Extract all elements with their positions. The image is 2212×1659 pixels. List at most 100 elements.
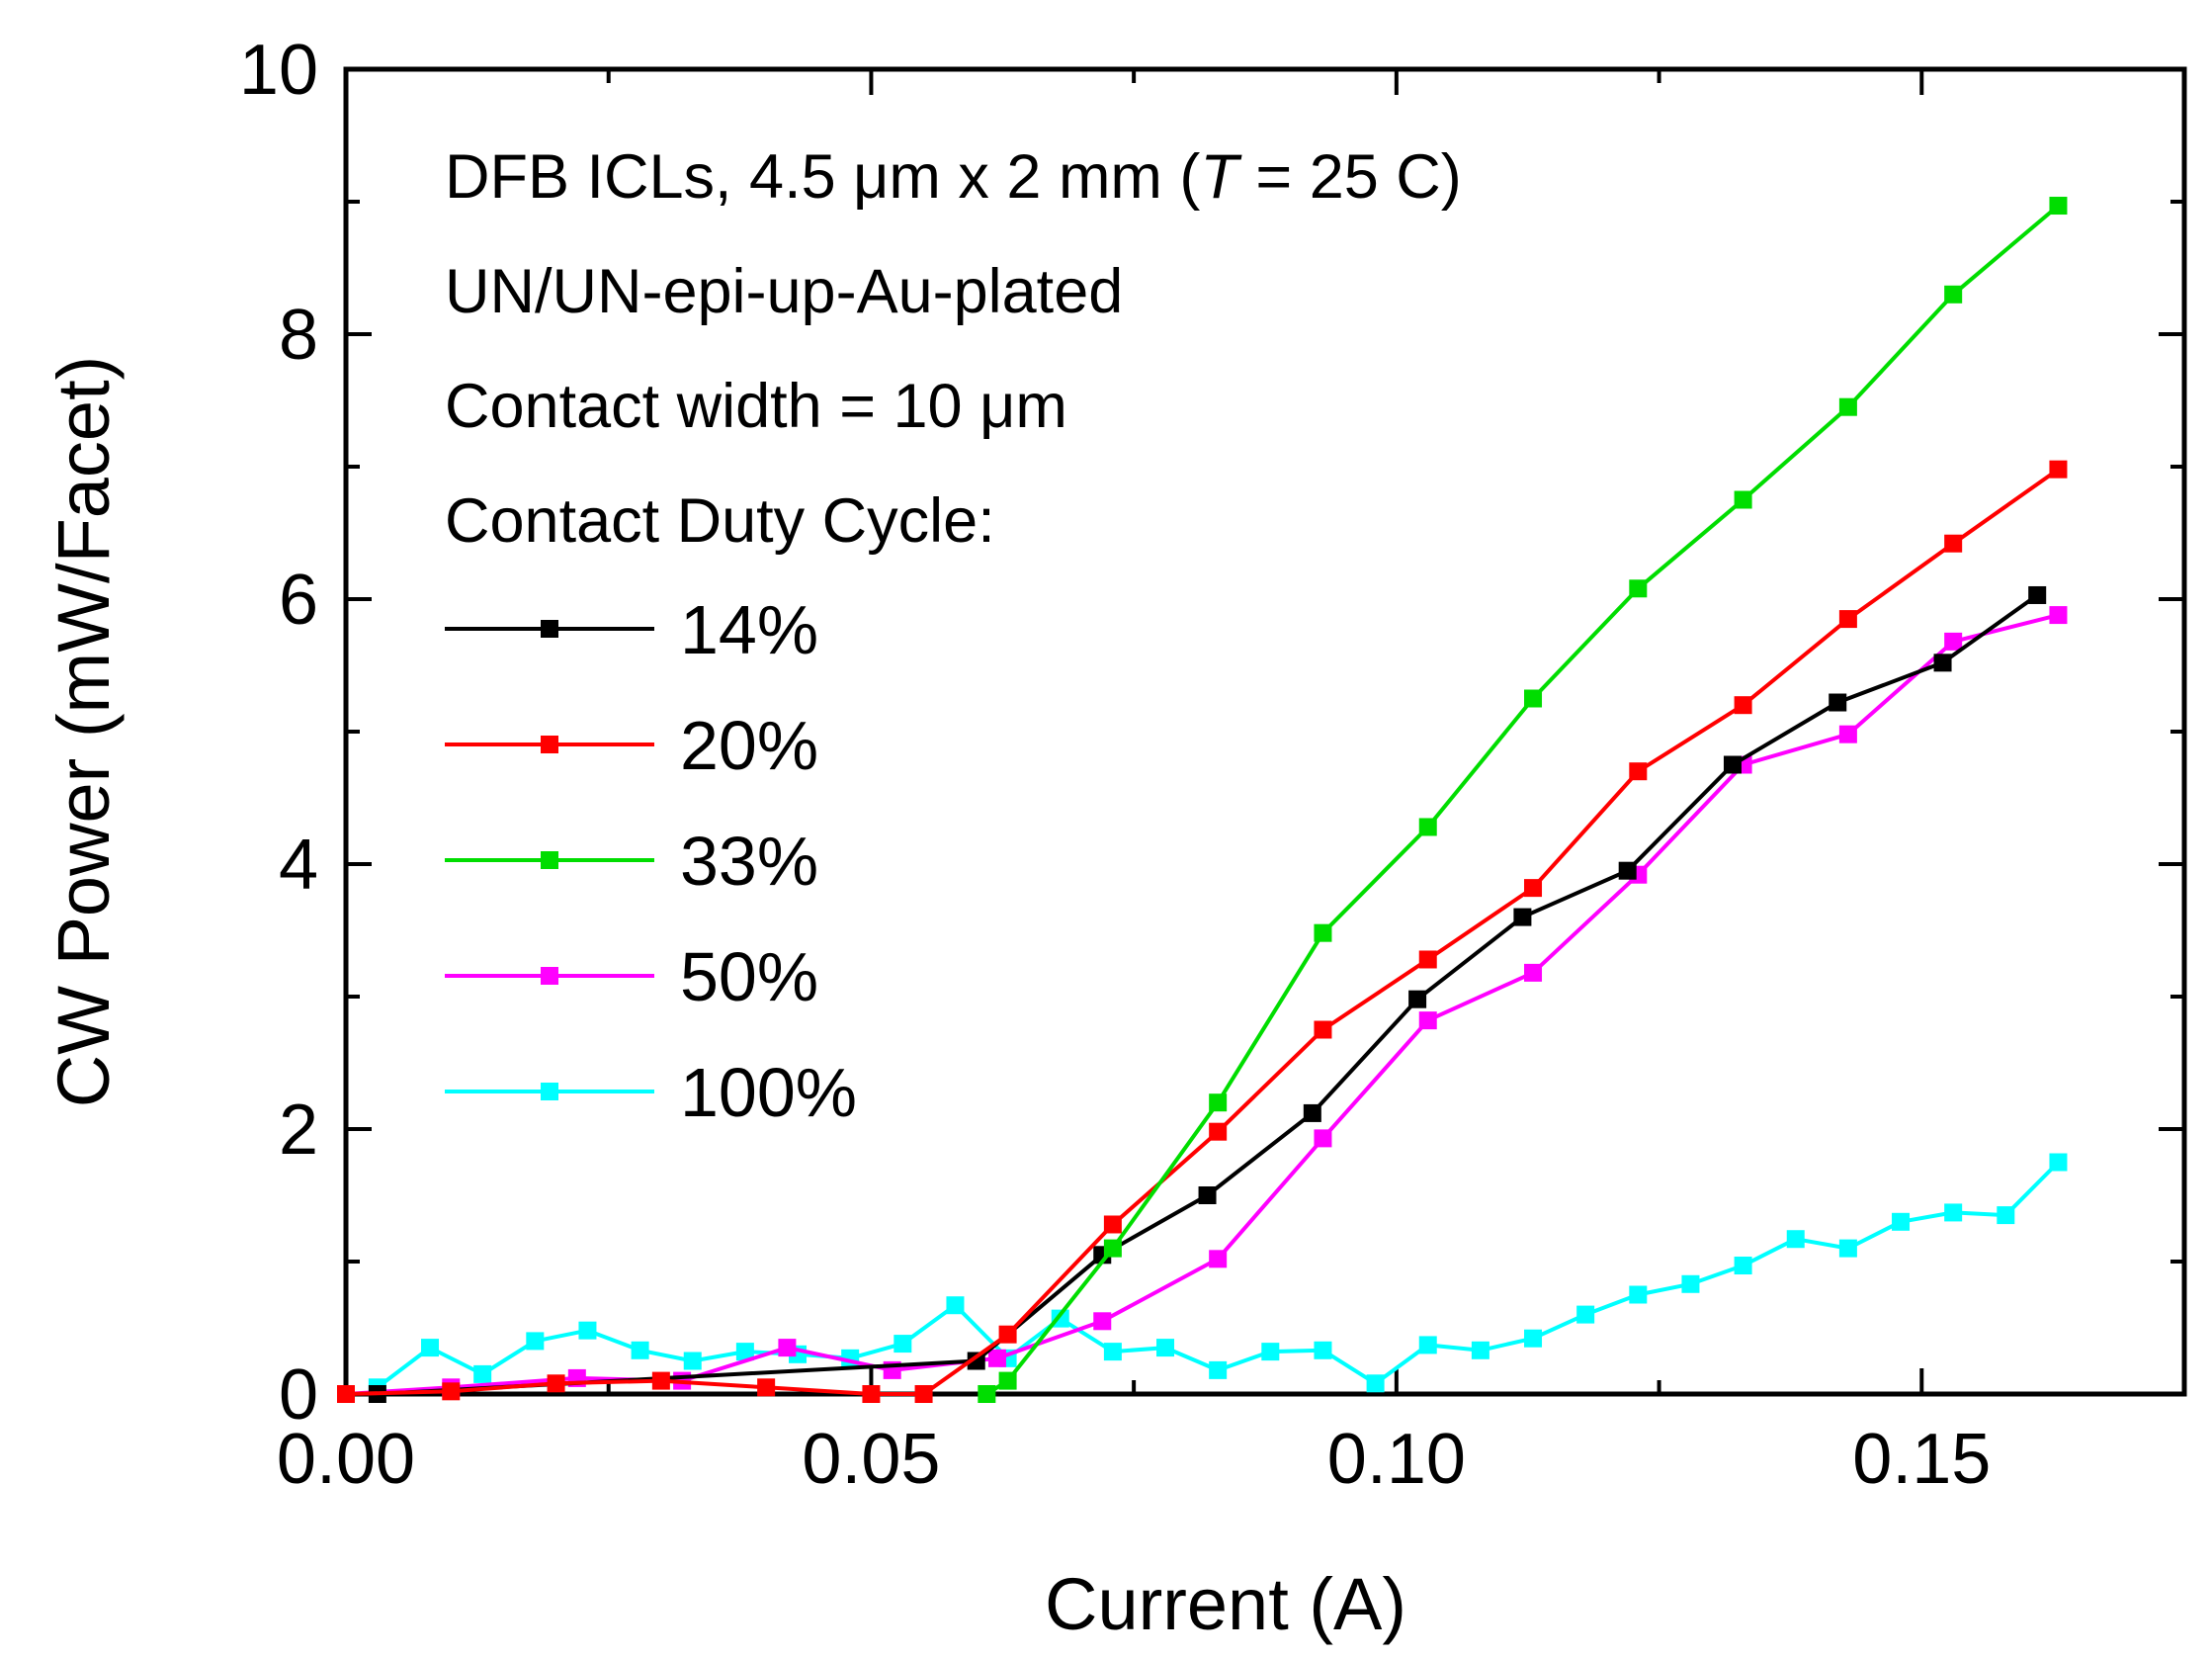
data-point — [1303, 1103, 1321, 1122]
series-20% — [337, 460, 2068, 1403]
x-tick-label: 0.15 — [1852, 1420, 1991, 1499]
data-point — [1629, 1285, 1648, 1304]
series-14% — [368, 585, 2047, 1403]
data-point — [757, 1378, 776, 1397]
data-point — [1576, 1305, 1595, 1324]
y-tick-label: 10 — [239, 31, 318, 110]
data-point — [1418, 950, 1437, 969]
data-point — [1156, 1339, 1175, 1357]
data-point — [1418, 1011, 1437, 1030]
data-point — [547, 1374, 565, 1393]
data-point — [1103, 1215, 1122, 1234]
data-point — [1723, 755, 1742, 774]
y-tick-label: 6 — [279, 561, 318, 640]
legend-swatch-marker — [541, 851, 558, 869]
data-point — [1618, 861, 1637, 880]
annotation-line-2: UN/UN-epi-up-Au-plated — [445, 257, 1123, 326]
data-point — [1838, 1239, 1857, 1258]
data-point — [2049, 1153, 2068, 1172]
data-point — [1524, 963, 1543, 982]
x-axis-title: Current (A) — [1045, 1563, 1406, 1645]
data-point — [1944, 534, 1963, 553]
data-point — [421, 1339, 440, 1357]
data-point — [1829, 693, 1847, 712]
annotation-line-1: DFB ICLs, 4.5 μm x 2 mm (T = 25 C) — [445, 142, 1462, 212]
x-tick-label: 0.05 — [802, 1420, 940, 1499]
data-point — [631, 1341, 649, 1359]
data-point — [526, 1332, 545, 1351]
data-point — [2028, 585, 2047, 604]
legend-swatch-marker — [541, 620, 558, 638]
data-point — [1838, 725, 1857, 743]
data-point — [1681, 1274, 1700, 1293]
legend-swatch-marker — [541, 736, 558, 753]
data-point — [1838, 610, 1857, 629]
legend-entry: 50% — [445, 938, 818, 1015]
x-tick-label: 0.10 — [1327, 1420, 1466, 1499]
data-point — [1629, 579, 1648, 598]
data-point — [1261, 1343, 1280, 1361]
data-point — [978, 1385, 996, 1403]
data-point — [578, 1321, 597, 1340]
data-point — [1524, 879, 1543, 898]
data-point — [1103, 1343, 1122, 1361]
legend-label: 100% — [680, 1054, 857, 1131]
y-axis-title: CW Power (mW/Facet) — [43, 356, 125, 1108]
data-point — [1314, 1129, 1332, 1148]
data-point — [1734, 1257, 1752, 1275]
data-point — [914, 1385, 933, 1403]
data-point — [998, 1325, 1017, 1344]
legend-label: 50% — [680, 938, 818, 1015]
data-point — [1209, 1122, 1228, 1141]
data-point — [946, 1296, 965, 1315]
legend-label: 20% — [680, 707, 818, 784]
data-point — [1838, 397, 1857, 416]
series-line — [985, 204, 2060, 1396]
series-50% — [337, 606, 2068, 1403]
annotation-line-1-head: DFB ICLs, 4.5 μm x 2 mm ( — [445, 142, 1200, 212]
data-point — [1524, 689, 1543, 708]
data-point — [1093, 1312, 1112, 1331]
data-point — [967, 1352, 985, 1370]
y-tick-label: 4 — [279, 826, 318, 905]
data-point — [1198, 1186, 1217, 1204]
tick-labels: 0.00 0.05 0.10 0.15 0 2 4 6 8 10 — [239, 31, 1991, 1499]
data-point — [2049, 606, 2068, 625]
legend-entry: 33% — [445, 823, 818, 900]
data-point — [1629, 762, 1648, 781]
data-point — [1786, 1230, 1805, 1249]
data-point — [735, 1343, 754, 1361]
data-point — [1209, 1250, 1228, 1268]
legend-swatch-marker — [541, 1083, 558, 1100]
data-point — [2049, 197, 2068, 216]
data-point — [1209, 1360, 1228, 1379]
x-tick-label: 0.00 — [277, 1420, 415, 1499]
data-point — [1418, 1336, 1437, 1354]
annotation-line-4: Contact Duty Cycle: — [445, 486, 995, 556]
annotation-line-1-tail: = 25 C) — [1238, 142, 1462, 212]
data-point — [1944, 1203, 1963, 1222]
data-point — [1314, 1020, 1332, 1039]
annotation-block: DFB ICLs, 4.5 μm x 2 mm (T = 25 C) UN/UN… — [445, 142, 1462, 556]
y-tick-label: 2 — [279, 1091, 318, 1170]
legend: 14% 20% 33% 50% 100% — [445, 591, 857, 1131]
data-point — [1103, 1239, 1122, 1258]
series-33% — [978, 197, 2068, 1403]
series-line — [345, 468, 2060, 1396]
series-line — [345, 613, 2059, 1396]
annotation-italic-t: T — [1200, 142, 1242, 212]
legend-entry: 100% — [445, 1054, 857, 1131]
data-point — [442, 1382, 461, 1401]
data-point — [987, 1349, 1006, 1367]
legend-swatch-marker — [541, 967, 558, 985]
legend-label: 14% — [680, 591, 818, 668]
y-tick-label: 8 — [279, 296, 318, 375]
data-point — [1314, 1341, 1332, 1359]
legend-label: 33% — [680, 823, 818, 900]
data-point — [1892, 1212, 1911, 1231]
data-point — [2049, 460, 2068, 479]
data-point — [1944, 632, 1963, 651]
data-point — [1366, 1374, 1385, 1393]
data-point — [473, 1364, 492, 1383]
